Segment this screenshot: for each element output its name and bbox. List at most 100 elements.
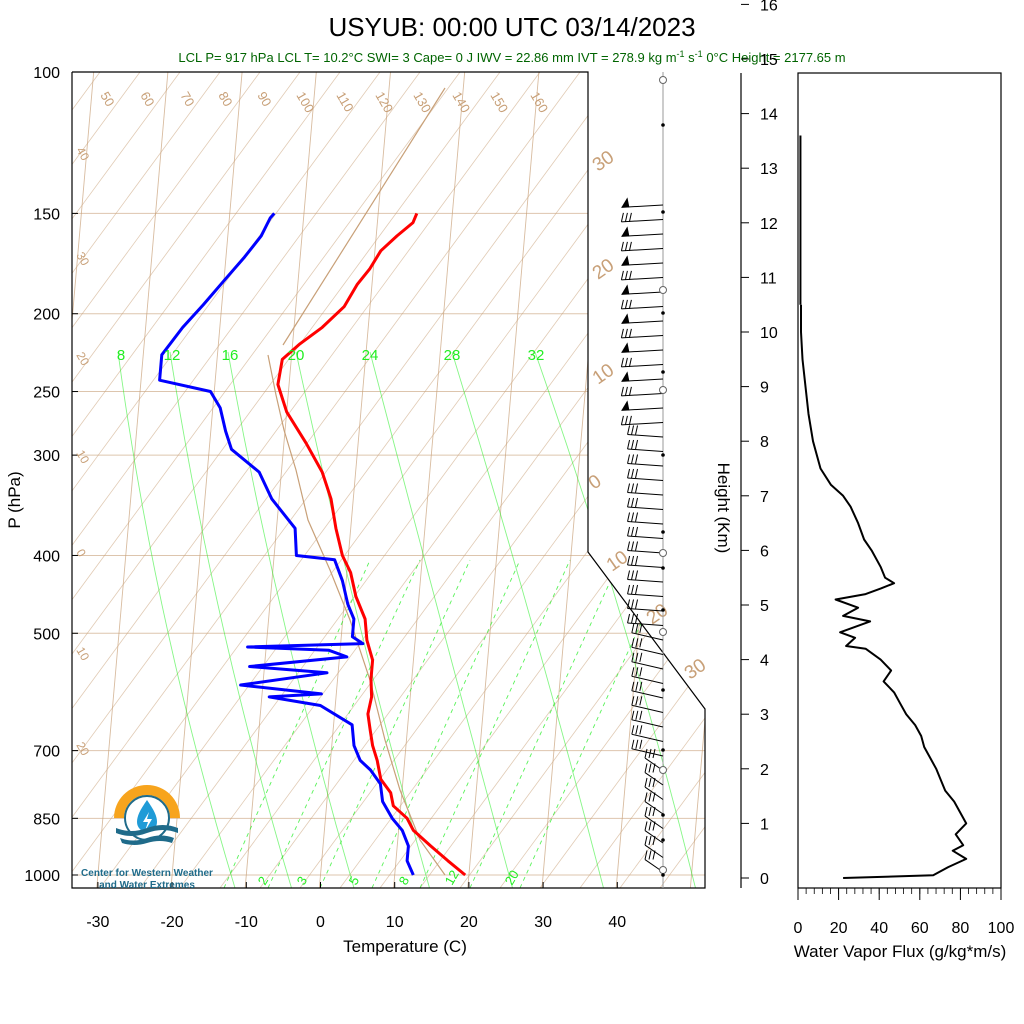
wind-barb-feather bbox=[627, 483, 631, 493]
dry-adiabat bbox=[72, 72, 541, 888]
isotherm-right-label: 10 bbox=[589, 360, 618, 389]
wind-barb-feather bbox=[635, 468, 639, 479]
temperature-profile-line bbox=[276, 212, 467, 877]
wind-barb-feather bbox=[631, 497, 635, 508]
wind-barb-pennant bbox=[621, 226, 630, 237]
wind-barb-feather bbox=[635, 613, 639, 624]
wind-barb-feather bbox=[652, 763, 656, 773]
wind-barb bbox=[631, 690, 664, 699]
wind-barb bbox=[627, 622, 664, 626]
isotherm-left-label: 30 bbox=[73, 250, 92, 269]
wind-barb-feather bbox=[631, 638, 635, 648]
wind-barb-pennant bbox=[621, 255, 630, 266]
temp-tick-label--20: -20 bbox=[161, 914, 184, 931]
wind-barb-feather bbox=[644, 850, 648, 860]
wind-barb-feather bbox=[631, 584, 635, 595]
wind-barbs bbox=[620, 76, 667, 877]
wind-barb bbox=[631, 748, 664, 757]
wind-barb-feather bbox=[624, 357, 628, 367]
height-tick-label: 7 bbox=[760, 489, 769, 506]
wind-barb-feather bbox=[628, 415, 632, 425]
wind-barb-feather bbox=[631, 541, 635, 551]
wind-level-dot bbox=[661, 453, 665, 457]
wind-barb-feather bbox=[631, 425, 635, 435]
wind-barb-pennant bbox=[621, 313, 630, 324]
dry-adiabat bbox=[72, 72, 261, 888]
logo-bolt-icon bbox=[143, 812, 152, 831]
height-tick-label: 9 bbox=[760, 380, 769, 397]
lcl-pressure: LCL P= 917 hPa bbox=[178, 50, 274, 65]
temp-tick-label-40: 40 bbox=[608, 914, 626, 931]
wind-barb-feather bbox=[624, 270, 628, 280]
wind-barb-feather bbox=[624, 299, 628, 309]
height-tick-label: 12 bbox=[760, 216, 778, 233]
flux-tick-label: 100 bbox=[988, 920, 1015, 937]
wind-level-dot bbox=[661, 566, 665, 570]
wind-level-dot bbox=[661, 873, 665, 877]
dry-adiabat bbox=[99, 72, 701, 888]
mixing-ratio-top-label: 28 bbox=[444, 347, 461, 364]
x-axis-label: Temperature (C) bbox=[343, 937, 467, 956]
wind-barb-feather bbox=[631, 696, 635, 706]
flux-tick-label: 40 bbox=[870, 920, 888, 937]
wind-barb-feather bbox=[627, 512, 631, 522]
wind-barb bbox=[631, 704, 664, 713]
wind-barb-feather bbox=[635, 725, 639, 735]
isotherm-right-label: 30 bbox=[589, 147, 618, 176]
wind-barb-feather bbox=[635, 497, 639, 508]
moist-adiabat bbox=[169, 351, 292, 888]
dry-adiabat bbox=[619, 72, 705, 888]
dry-adiabat bbox=[72, 72, 221, 888]
wind-barb-feather bbox=[639, 696, 643, 706]
wind-level-dot bbox=[661, 608, 665, 612]
wind-barb-feather bbox=[627, 584, 631, 595]
wind-barb-feather bbox=[624, 212, 628, 222]
logo-wave-icon bbox=[116, 825, 178, 836]
wind-barb-feather bbox=[631, 570, 635, 580]
wind-barb-feather bbox=[644, 806, 648, 817]
wind-barb-feather bbox=[628, 270, 632, 280]
wind-barb bbox=[621, 248, 664, 252]
wind-barb-feather bbox=[652, 850, 656, 860]
isotherm bbox=[170, 72, 243, 888]
dry-adiabat bbox=[459, 72, 705, 888]
wind-barb-feather bbox=[639, 710, 643, 720]
dry-adiabat bbox=[339, 72, 705, 888]
wind-barb-feather bbox=[628, 212, 632, 222]
wind-barb-feather bbox=[639, 681, 643, 691]
mixing-ratio-line bbox=[371, 559, 521, 888]
wind-barb-feather bbox=[639, 667, 643, 677]
wind-barb-feather bbox=[648, 806, 652, 817]
wind-barb-feather bbox=[628, 328, 632, 338]
wind-level-dot bbox=[661, 838, 665, 842]
wind-barb-pennant bbox=[621, 284, 630, 295]
isotherm-top-label: 150 bbox=[487, 89, 511, 115]
wind-barb-feather bbox=[628, 386, 632, 396]
mixing-ratio-top-label: 8 bbox=[117, 347, 125, 364]
wind-barb-feather bbox=[652, 806, 656, 817]
pressure-tick-label-250: 250 bbox=[33, 385, 60, 402]
isotherm bbox=[244, 72, 317, 888]
mixing-ratio-line bbox=[223, 559, 371, 888]
wind-barb bbox=[644, 830, 664, 844]
dry-adiabat bbox=[259, 72, 705, 888]
wind-barb bbox=[627, 579, 664, 583]
wind-barb-feather bbox=[627, 599, 631, 609]
isotherm-top-label: 60 bbox=[137, 89, 157, 109]
height-tick-label: 13 bbox=[760, 161, 778, 178]
wind-barb bbox=[631, 675, 664, 684]
height-tick-label: 4 bbox=[760, 653, 769, 670]
height-tick-label: 3 bbox=[760, 707, 769, 724]
isotherm bbox=[318, 72, 391, 888]
dry-adiabat bbox=[72, 72, 341, 888]
wind-barb-feather bbox=[628, 357, 632, 367]
mixing-ratio-line bbox=[319, 559, 471, 888]
mixing-ratio-bottom-label: 3 bbox=[294, 874, 311, 888]
flux-tick-label: 20 bbox=[830, 920, 848, 937]
dry-adiabat bbox=[72, 72, 381, 888]
skewt-profiles bbox=[158, 87, 467, 877]
wind-barb bbox=[627, 492, 664, 496]
wind-barb bbox=[627, 434, 664, 438]
wind-barb-feather bbox=[631, 468, 635, 479]
